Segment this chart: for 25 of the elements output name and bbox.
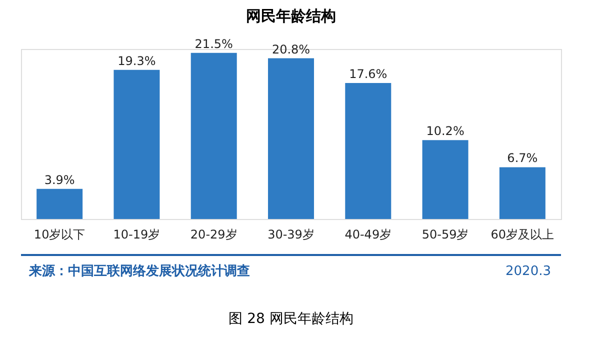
bar (422, 140, 468, 219)
data-label: 6.7% (507, 151, 538, 166)
data-label: 10.2% (426, 124, 464, 138)
bar (268, 58, 314, 219)
x-tick-label: 20-29岁 (190, 228, 238, 242)
bar (36, 188, 83, 219)
source-note: 来源：中国互联网络发展状况统计调查 (28, 263, 250, 279)
data-label: 3.9% (44, 172, 75, 187)
x-tick-label: 50-59岁 (422, 228, 469, 242)
text: 2020.3 (506, 264, 551, 279)
x-tick-label: 10岁以下 (34, 228, 86, 242)
x-tick-label: 30-39岁 (268, 228, 314, 242)
data-label: 20.8% (272, 42, 310, 56)
bar (345, 83, 392, 219)
chart-title: 网民年龄结构 (246, 6, 336, 25)
bar (190, 52, 237, 219)
x-tick-label: 60岁及以上 (490, 228, 554, 242)
x-tick-label: 10-19岁 (113, 228, 160, 242)
bar (499, 167, 546, 219)
bar (114, 70, 160, 219)
data-label: 17.6% (349, 67, 388, 81)
x-tick-label: 40-49岁 (344, 228, 392, 242)
data-label: 21.5% (194, 36, 233, 51)
caption: 图 28 网民年龄结构 (228, 311, 354, 327)
data-label: 19.3% (118, 54, 156, 68)
